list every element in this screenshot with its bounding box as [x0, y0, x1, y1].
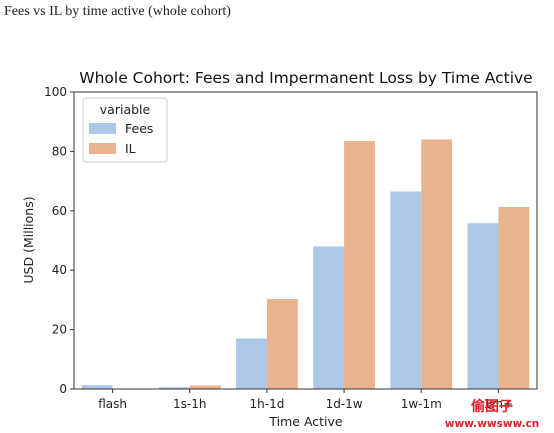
- legend-title: variable: [100, 102, 151, 117]
- x-axis-label: Time Active: [268, 414, 343, 429]
- y-tick-label: 0: [59, 382, 67, 396]
- plot-area: [73, 91, 538, 390]
- bar-il-1s-1h: [189, 385, 221, 389]
- bar-fees-1w-1m: [390, 191, 422, 389]
- page-caption: Fees vs IL by time active (whole cohort): [4, 4, 231, 19]
- bar-fees-1h-1d: [236, 338, 267, 389]
- legend-swatch-il: [89, 143, 116, 154]
- watermark: 偷图子 www.wwsww.cn: [445, 398, 540, 430]
- bar-fees-1s-1h: [158, 387, 190, 389]
- x-tick-label: 1h-1d: [250, 397, 285, 411]
- x-tick-label: flash: [98, 397, 127, 411]
- x-axis: flash 1s-1h 1h-1d 1d-1w 1w-1m 1m+: [98, 389, 513, 411]
- y-axis: 0 20 40 60 80 100: [44, 85, 74, 396]
- bar-fees-1d-1w: [313, 246, 345, 389]
- legend-swatch-fees: [89, 123, 116, 134]
- bar-il-1w-1m: [421, 139, 453, 389]
- watermark-logo: 偷图子: [471, 398, 513, 415]
- bar-il-1h-1d: [266, 299, 298, 389]
- y-axis-label: USD (Millions): [21, 196, 36, 283]
- chart-title: Whole Cohort: Fees and Impermanent Loss …: [79, 69, 532, 87]
- bar-il-1m+: [498, 206, 530, 389]
- y-tick-label: 40: [52, 263, 67, 277]
- x-tick-label: 1s-1h: [173, 397, 206, 411]
- bar-fees-1m+: [467, 223, 499, 389]
- x-tick-label: 1d-1w: [326, 397, 363, 411]
- x-tick-label: 1m+: [484, 397, 513, 411]
- watermark-url: www.wwsww.cn: [445, 418, 540, 430]
- x-tick-label: 1w-1m: [401, 397, 442, 411]
- y-tick-label: 80: [52, 144, 67, 158]
- y-tick-label: 100: [44, 85, 67, 99]
- bar-il-1d-1w: [344, 141, 375, 389]
- plot-frame: [73, 91, 538, 390]
- y-tick-label: 60: [52, 204, 67, 218]
- legend: variable Fees IL: [82, 97, 168, 163]
- legend-label-fees: Fees: [125, 121, 153, 136]
- bar-fees-flash: [81, 385, 113, 389]
- y-tick-label: 20: [52, 323, 67, 337]
- legend-label-il: IL: [125, 141, 136, 156]
